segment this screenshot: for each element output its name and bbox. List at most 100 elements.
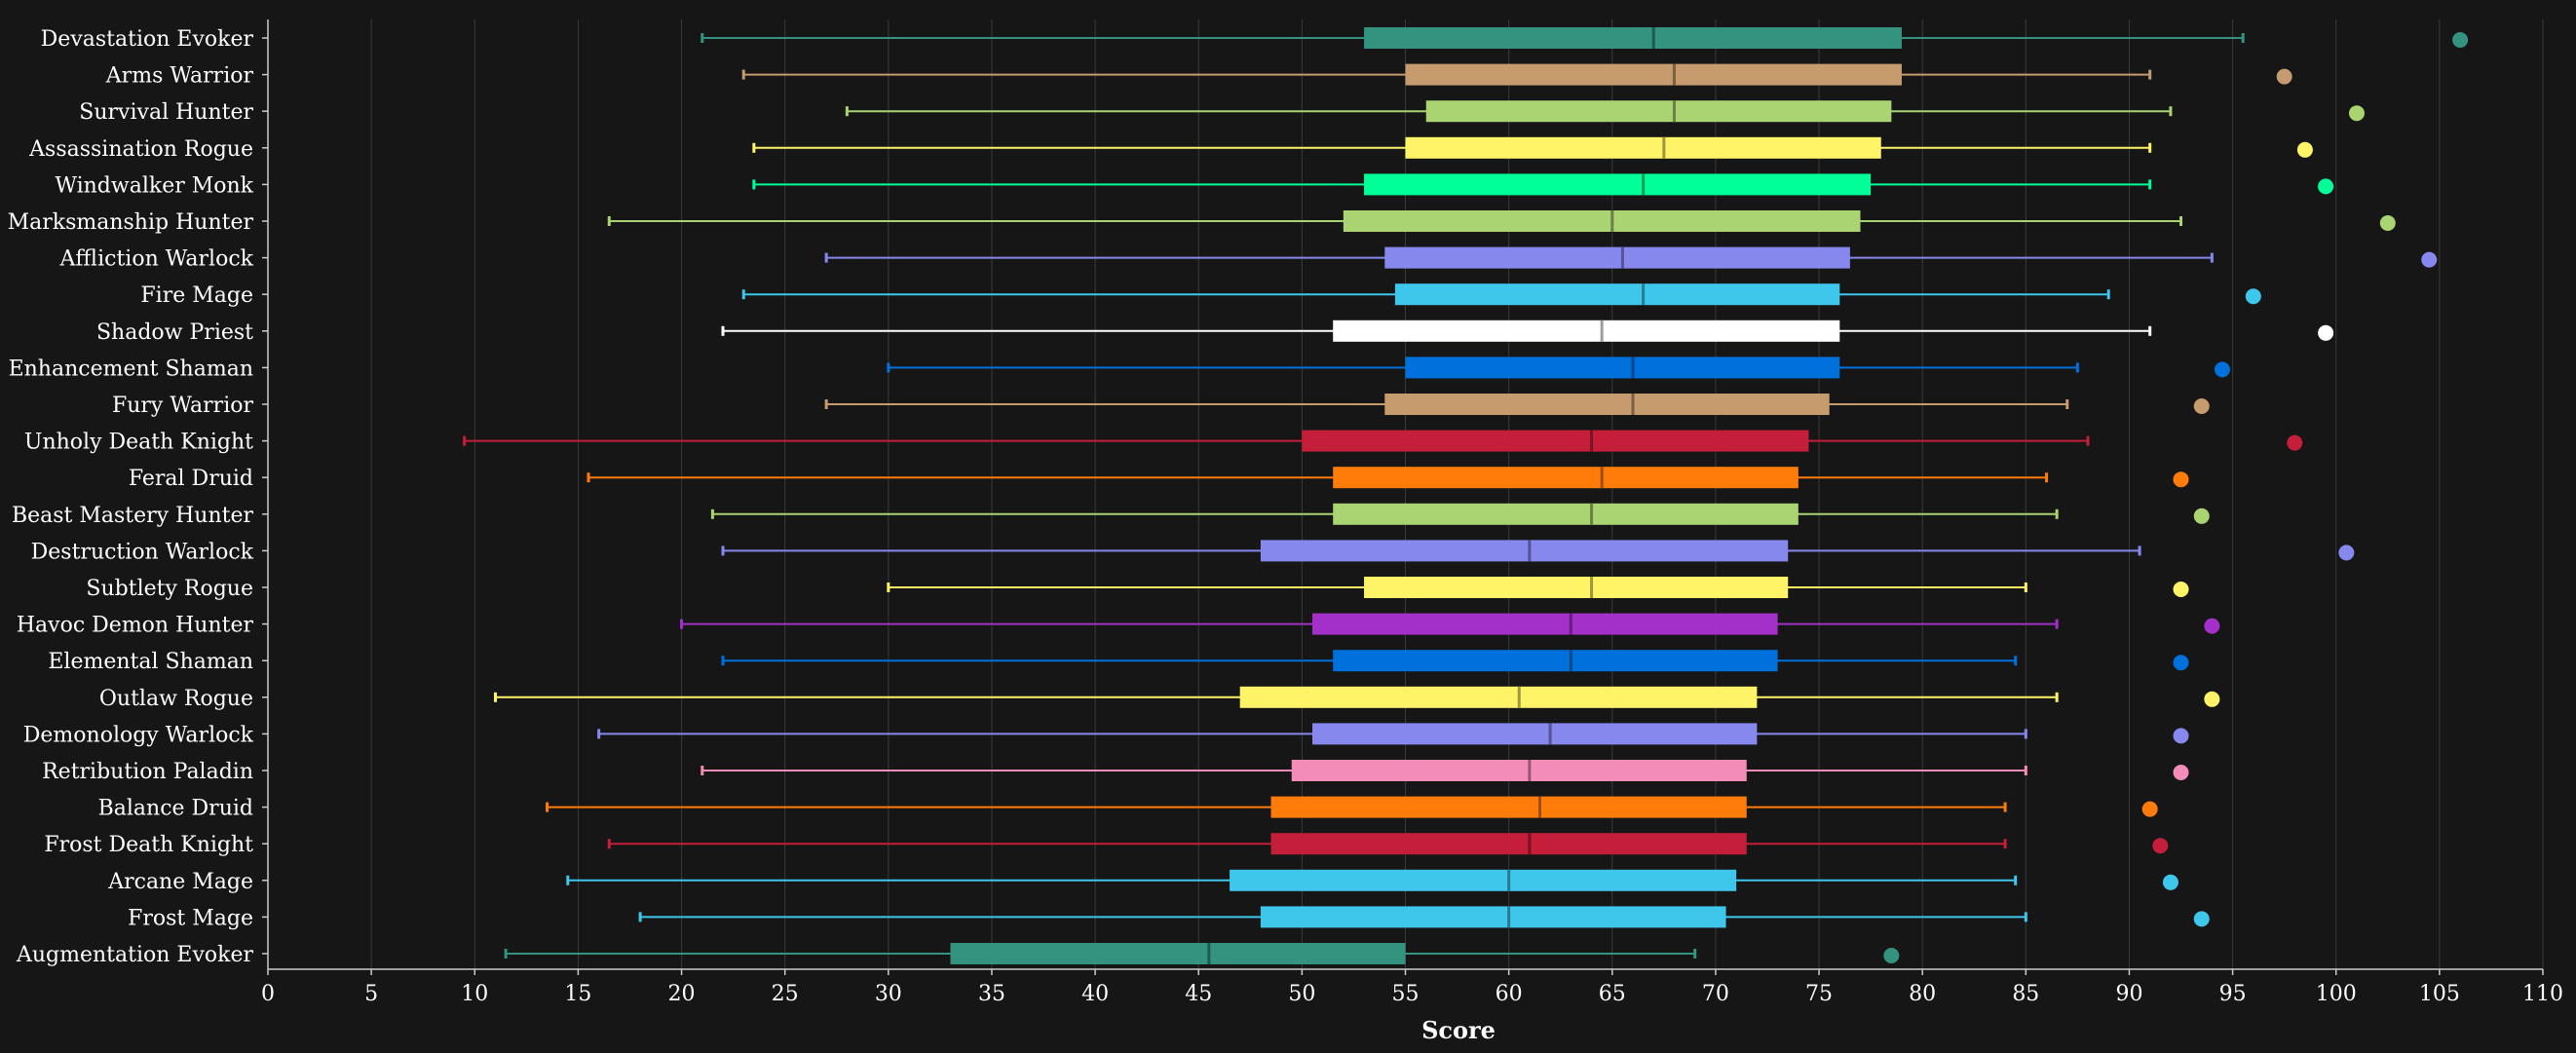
x-axis-title: Score	[1421, 1016, 1496, 1044]
iqr-box	[1384, 394, 1830, 415]
category-label: Enhancement Shaman	[9, 357, 253, 381]
category-label: Frost Death Knight	[44, 833, 253, 857]
category-label: Arcane Mage	[107, 870, 253, 894]
outlier-point	[2204, 691, 2220, 707]
iqr-box	[1311, 723, 1758, 745]
iqr-box	[1405, 63, 1902, 86]
category-label: Demonology Warlock	[23, 723, 254, 747]
category-labels: Devastation Evoker Arms Warrior Survival H…	[8, 27, 254, 967]
category-label: Devastation Evoker	[41, 27, 254, 52]
x-tick-label: 30	[875, 982, 902, 1006]
outlier-point	[2245, 288, 2261, 305]
x-tick-label: 75	[1805, 982, 1833, 1006]
category-label: Unholy Death Knight	[24, 431, 253, 455]
iqr-box	[1260, 540, 1789, 562]
x-tick-label: 95	[2219, 982, 2247, 1006]
iqr-box	[1364, 27, 1902, 49]
iqr-box	[1364, 577, 1789, 598]
x-tick-label: 105	[2419, 982, 2460, 1006]
x-tick-label: 15	[564, 982, 591, 1006]
iqr-box	[1333, 650, 1778, 672]
category-label: Fury Warrior	[112, 394, 254, 418]
x-axis: 0 5 10 15 20 25 30 35 40 45 50 55 60 65 70 75 80 85 90 95 10…	[261, 19, 2563, 1006]
x-tick-label: 80	[1909, 982, 1936, 1006]
category-label: Havoc Demon Hunter	[17, 614, 254, 638]
iqr-box	[1364, 173, 1872, 196]
iqr-box	[1343, 210, 1861, 232]
outlier-point	[2152, 838, 2169, 854]
x-tick-label: 45	[1185, 982, 1212, 1006]
outlier-point	[2204, 618, 2220, 634]
category-label: Fire Mage	[140, 283, 253, 308]
outlier-point	[2318, 178, 2334, 195]
iqr-box	[1270, 833, 1747, 855]
gridlines	[267, 19, 2544, 969]
iqr-box	[1270, 796, 1747, 818]
x-tick-label: 5	[364, 982, 378, 1006]
category-label: Windwalker Monk	[55, 173, 253, 198]
category-label: Destruction Warlock	[31, 540, 254, 564]
x-tick-label: 65	[1599, 982, 1626, 1006]
outlier-point	[2452, 32, 2469, 48]
iqr-box	[1230, 869, 1737, 891]
category-label: Augmentation Evoker	[16, 943, 254, 967]
iqr-box	[950, 943, 1406, 964]
x-tick-label: 50	[1288, 982, 1315, 1006]
outlier-point	[2193, 911, 2210, 927]
iqr-box	[1333, 467, 1799, 489]
outlier-point	[2421, 251, 2438, 268]
outlier-point	[2173, 471, 2189, 488]
outlier-point	[2296, 141, 2313, 158]
iqr-box	[1333, 320, 1840, 342]
outlier-point	[2338, 545, 2355, 561]
x-tick-label: 100	[2316, 982, 2357, 1006]
category-label: Marksmanship Hunter	[8, 210, 254, 235]
outlier-point	[2348, 105, 2365, 122]
x-tick-label: 55	[1392, 982, 1420, 1006]
iqr-box	[1333, 503, 1799, 525]
category-label: Balance Druid	[98, 797, 253, 821]
outlier-point	[2173, 582, 2189, 597]
category-label: Outlaw Rogue	[99, 687, 253, 711]
category-label: Affliction Warlock	[59, 247, 254, 272]
iqr-box	[1425, 100, 1892, 123]
outlier-point	[2287, 434, 2303, 451]
iqr-box	[1260, 906, 1726, 928]
category-label: Survival Hunter	[79, 100, 253, 125]
iqr-box	[1311, 613, 1778, 635]
x-tick-label: 40	[1081, 982, 1109, 1006]
outlier-point	[2379, 215, 2396, 231]
outlier-point	[2173, 728, 2189, 744]
x-tick-label: 20	[668, 982, 696, 1006]
category-label: Subtlety Rogue	[86, 577, 253, 601]
category-label: Shadow Priest	[96, 320, 253, 345]
iqr-box	[1384, 246, 1850, 269]
box-series	[463, 27, 2469, 964]
x-tick-label: 70	[1702, 982, 1729, 1006]
iqr-box	[1239, 686, 1758, 708]
category-label: Retribution Paladin	[42, 760, 253, 784]
outlier-point	[2276, 68, 2292, 85]
outlier-point	[2162, 874, 2178, 890]
outlier-point	[2318, 324, 2334, 341]
outlier-point	[1883, 948, 1900, 963]
x-tick-label: 85	[2012, 982, 2039, 1006]
category-label: Elemental Shaman	[48, 650, 253, 674]
outlier-point	[2193, 398, 2210, 414]
x-tick-label: 90	[2115, 982, 2142, 1006]
outlier-point	[2193, 508, 2210, 524]
iqr-box	[1405, 357, 1840, 379]
x-tick-label: 25	[772, 982, 799, 1006]
outlier-point	[2173, 765, 2189, 780]
iqr-box	[1405, 136, 1881, 159]
x-tick-label: 0	[261, 982, 275, 1006]
outlier-point	[2214, 361, 2230, 378]
category-label: Beast Mastery Hunter	[12, 504, 254, 528]
outlier-point	[2141, 801, 2158, 817]
category-label: Assassination Rogue	[28, 137, 253, 162]
x-tick-label: 10	[461, 982, 488, 1006]
outlier-point	[2173, 655, 2189, 671]
iqr-box	[1302, 430, 1809, 452]
